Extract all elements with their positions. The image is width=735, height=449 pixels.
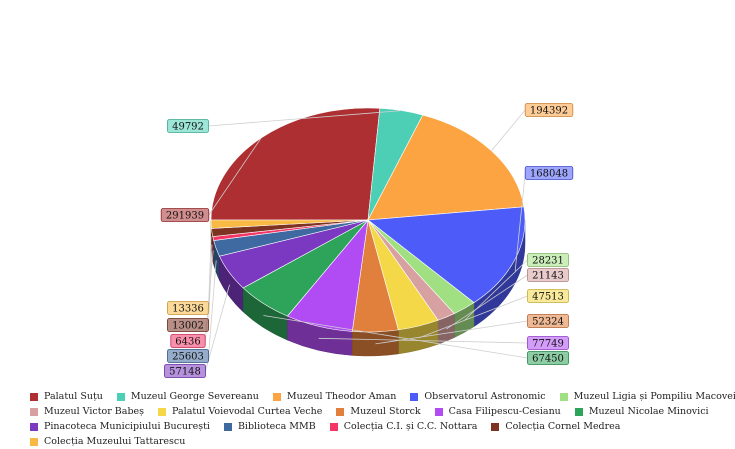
- data-label-14: 13336: [172, 304, 204, 315]
- legend-swatch-2: [273, 393, 281, 401]
- legend-item-7[interactable]: Muzeul Storck: [336, 406, 420, 417]
- legend-swatch-10: [30, 423, 38, 431]
- data-label-2: 194392: [530, 106, 568, 117]
- data-label-connector-2: [491, 110, 525, 151]
- legend-label-12: Colecția C.I. și C.C. Nottara: [344, 421, 478, 432]
- data-label-6: 47513: [532, 292, 564, 303]
- data-label-3: 168048: [530, 169, 568, 180]
- legend-swatch-12: [330, 423, 338, 431]
- data-label-1: 49792: [172, 122, 204, 133]
- data-label-5: 21143: [532, 271, 564, 282]
- legend-label-13: Colecția Cornel Medrea: [505, 421, 620, 432]
- legend-row: Pinacoteca Municipiului București Bibliot…: [30, 419, 730, 434]
- legend-item-10[interactable]: Pinacoteca Municipiului București: [30, 421, 210, 432]
- legend-label-3: Observatorul Astronomic: [424, 391, 545, 402]
- legend-row: Palatul Suțu Muzeul George Severeanu Muzeu…: [30, 389, 730, 404]
- data-label-9: 67450: [532, 354, 564, 365]
- legend: Palatul Suțu Muzeul George Severeanu Muzeu…: [30, 389, 730, 449]
- legend-item-14[interactable]: Colecția Muzeului Tattarescu: [30, 436, 185, 447]
- legend-swatch-7: [336, 408, 344, 416]
- data-label-12: 6436: [175, 337, 200, 348]
- data-label-0: 291939: [166, 211, 204, 222]
- legend-swatch-0: [30, 393, 38, 401]
- data-label-10: 57148: [169, 367, 201, 378]
- legend-item-0[interactable]: Palatul Suțu: [30, 391, 103, 402]
- legend-item-1[interactable]: Muzeul George Severeanu: [117, 391, 259, 402]
- legend-label-6: Palatul Voievodal Curtea Veche: [172, 406, 322, 417]
- legend-swatch-11: [224, 423, 232, 431]
- legend-swatch-9: [575, 408, 583, 416]
- data-label-11: 25603: [172, 352, 204, 363]
- legend-item-13[interactable]: Colecția Cornel Medrea: [491, 421, 620, 432]
- legend-swatch-8: [435, 408, 443, 416]
- legend-swatch-3: [410, 393, 418, 401]
- legend-item-2[interactable]: Muzeul Theodor Aman: [273, 391, 396, 402]
- legend-swatch-4: [560, 393, 568, 401]
- legend-item-11[interactable]: Biblioteca MMB: [224, 421, 316, 432]
- legend-item-12[interactable]: Colecția C.I. și C.C. Nottara: [330, 421, 478, 432]
- legend-label-1: Muzeul George Severeanu: [131, 391, 259, 402]
- legend-label-0: Palatul Suțu: [44, 391, 103, 402]
- legend-label-9: Muzeul Nicolae Minovici: [589, 406, 709, 417]
- data-label-4: 28231: [532, 256, 564, 267]
- legend-label-14: Colecția Muzeului Tattarescu: [44, 436, 185, 447]
- legend-item-9[interactable]: Muzeul Nicolae Minovici: [575, 406, 709, 417]
- legend-swatch-14: [30, 438, 38, 446]
- legend-item-8[interactable]: Casa Filipescu-Cesianu: [435, 406, 561, 417]
- pie-chart-svg: 291939 49792 194392 168048 28231 21143 47513 52…: [0, 0, 735, 440]
- legend-label-10: Pinacoteca Municipiului București: [44, 421, 210, 432]
- legend-swatch-6: [158, 408, 166, 416]
- legend-row: Muzeul Victor Babeș Palatul Voievodal Cur…: [30, 404, 730, 419]
- data-label-8: 77749: [532, 339, 564, 350]
- legend-item-4[interactable]: Muzeul Ligia și Pompiliu Macovei: [560, 391, 735, 402]
- legend-swatch-5: [30, 408, 38, 416]
- legend-item-6[interactable]: Palatul Voievodal Curtea Veche: [158, 406, 322, 417]
- legend-label-2: Muzeul Theodor Aman: [287, 391, 396, 402]
- pie-slice-0: [211, 108, 380, 220]
- data-label-13: 13002: [172, 321, 204, 332]
- legend-row: Colecția Muzeului Tattarescu: [30, 434, 730, 449]
- legend-item-5[interactable]: Muzeul Victor Babeș: [30, 406, 144, 417]
- legend-swatch-1: [117, 393, 125, 401]
- legend-swatch-13: [491, 423, 499, 431]
- data-label-7: 52324: [532, 317, 564, 328]
- legend-item-3[interactable]: Observatorul Astronomic: [410, 391, 545, 402]
- pie-chart: 291939 49792 194392 168048 28231 21143 47513 52…: [0, 0, 735, 440]
- legend-label-4: Muzeul Ligia și Pompiliu Macovei: [574, 391, 735, 402]
- legend-label-8: Casa Filipescu-Cesianu: [449, 406, 561, 417]
- legend-label-7: Muzeul Storck: [350, 406, 420, 417]
- legend-label-11: Biblioteca MMB: [238, 421, 316, 432]
- legend-label-5: Muzeul Victor Babeș: [44, 406, 144, 417]
